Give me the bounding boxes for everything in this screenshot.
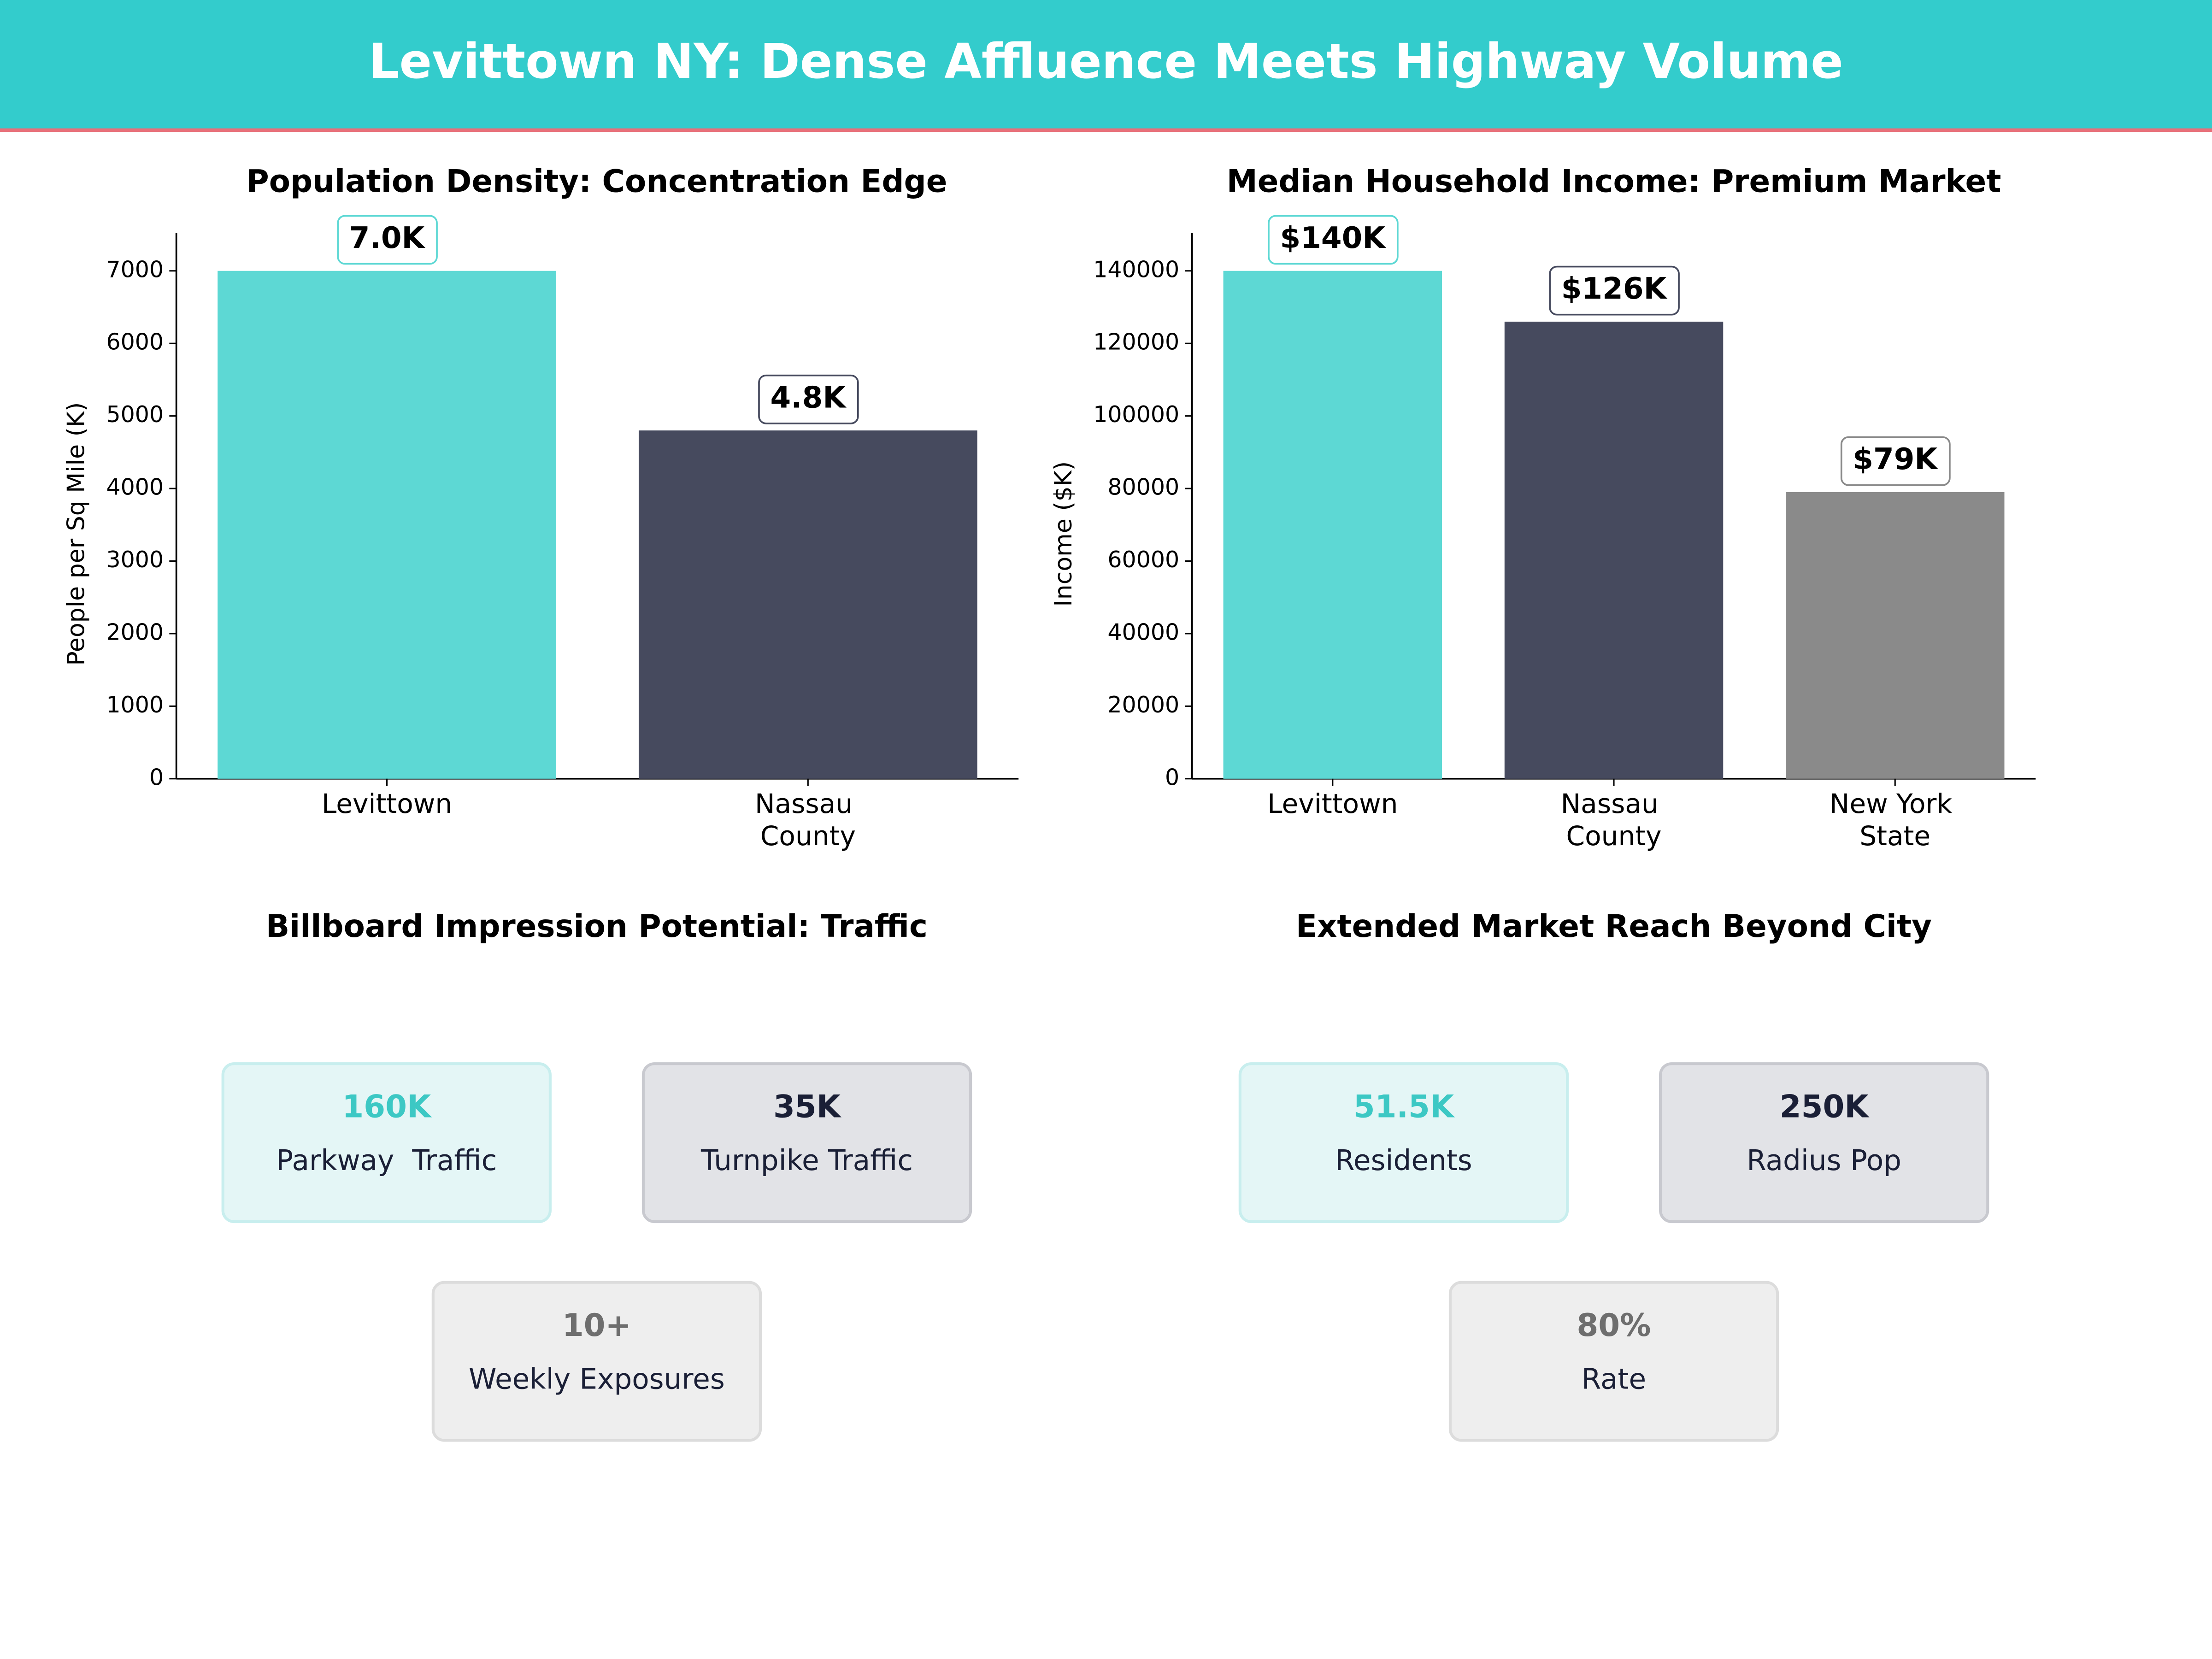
x-tick-label: Nassau County [755,788,861,852]
kpi-label: Parkway Traffic [276,1144,497,1177]
value-label: $126K [1561,271,1668,306]
y-tick-label: 120000 [1093,329,1179,355]
y-tick-label: 5000 [106,401,164,428]
x-tick-label: Levittown [322,788,452,819]
y-tick-label: 0 [149,764,164,790]
kpi-label: Radius Pop [1747,1144,1901,1177]
kpi-label: Residents [1335,1144,1472,1177]
header-rule [0,128,2212,132]
y-tick-label: 0 [1165,764,1179,790]
value-label-box [1840,436,1951,486]
chart-title: Extended Market Reach Beyond City [1296,908,1932,944]
y-axis-label: People per Sq Mile (K) [62,402,90,666]
kpi-card [1448,1281,1779,1442]
x-tick-label: Nassau County [1561,788,1667,852]
value-label: 7.0K [349,221,426,255]
y-tick-label: 7000 [106,256,164,282]
kpi-label: Weekly Exposures [469,1363,725,1396]
kpi-value: 35K [773,1088,842,1125]
value-label-box [1549,265,1680,316]
kpi-label: Turnpike Traffic [700,1144,913,1177]
value-label: $79K [1853,442,1938,477]
kpi-card [221,1062,552,1224]
page-title: Levittown NY: Dense Affluence Meets High… [369,33,1843,89]
x-tick-label: Levittown [1267,788,1398,819]
x-tick-label: New York State [1830,788,1961,852]
kpi-panel: 51.5K Residents 250K Radius Pop 80% Rate [1238,1062,1989,1442]
value-label-box [337,215,438,265]
bar-chart: 0 1000 2000 3000 4000 5000 6000 7000 People per … [62,215,1019,852]
value-label-box [758,374,859,424]
kpi-value: 250K [1780,1088,1870,1125]
kpi-panel: 160K Parkway Traffic 35K Turnpike Traffic 10… [221,1062,972,1442]
value-label: $140K [1280,221,1387,255]
kpi-value: 51.5K [1353,1088,1455,1125]
y-tick-label: 40000 [1107,619,1179,645]
chart-title: Population Density: Concentration Edge [246,163,947,200]
bar [1786,492,2005,779]
kpi-value: 160K [342,1088,432,1125]
y-tick-label: 3000 [106,547,164,573]
y-tick-label: 2000 [106,619,164,645]
chart-title: Median Household Income: Premium Market [1227,163,2001,200]
bar [1223,271,1442,779]
y-tick-label: 20000 [1107,692,1179,718]
value-label-box [1268,215,1399,265]
kpi-label: Rate [1582,1363,1646,1396]
kpi-value: 10+ [562,1307,631,1343]
kpi-card [1238,1062,1569,1224]
bar [218,271,556,779]
y-tick-label: 100000 [1093,401,1179,428]
kpi-card [1659,1062,1989,1224]
y-axis-label: Income ($K) [1050,461,1077,607]
kpi-card [641,1062,972,1224]
kpi-value: 80% [1577,1307,1651,1343]
y-tick-label: 4000 [106,474,164,500]
value-label: 4.8K [770,380,847,415]
y-tick-label: 6000 [106,329,164,355]
y-tick-label: 80000 [1107,474,1179,500]
bar [638,430,977,779]
y-tick-label: 1000 [106,692,164,718]
kpi-card [431,1281,762,1442]
chart-title: Billboard Impression Potential: Traffic [266,908,928,944]
bar [1504,321,1724,779]
header-bar [0,0,2212,130]
y-tick-label: 60000 [1107,547,1179,573]
y-tick-label: 140000 [1093,256,1179,282]
bar-chart: 0 20000 40000 60000 80000 100000 120000 140000 I… [1050,215,2036,852]
